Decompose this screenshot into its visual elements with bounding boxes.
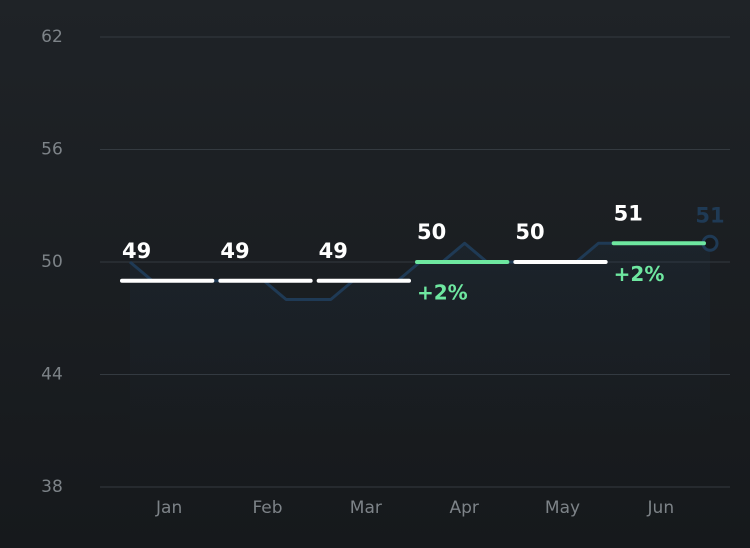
trend-end-label: 51 (695, 203, 724, 227)
x-tick-label: Mar (350, 498, 382, 518)
y-tick-label: 56 (41, 140, 63, 160)
x-tick-label: Feb (252, 498, 282, 518)
x-tick-label: Jan (155, 498, 182, 518)
x-tick-label: May (545, 498, 580, 518)
y-tick-label: 62 (41, 27, 63, 47)
month-value-label: 49 (319, 239, 348, 263)
month-value-label: 49 (220, 239, 249, 263)
x-tick-label: Apr (449, 498, 478, 518)
y-tick-label: 50 (41, 252, 63, 272)
y-tick-label: 44 (41, 365, 63, 385)
month-change-label: +2% (614, 262, 665, 286)
month-value-label: 49 (122, 239, 151, 263)
month-value-label: 50 (417, 220, 446, 244)
month-value-label: 51 (614, 201, 643, 225)
x-tick-label: Jun (647, 498, 675, 518)
month-change-label: +2% (417, 281, 468, 305)
month-value-label: 50 (515, 220, 544, 244)
y-tick-label: 38 (41, 477, 63, 497)
